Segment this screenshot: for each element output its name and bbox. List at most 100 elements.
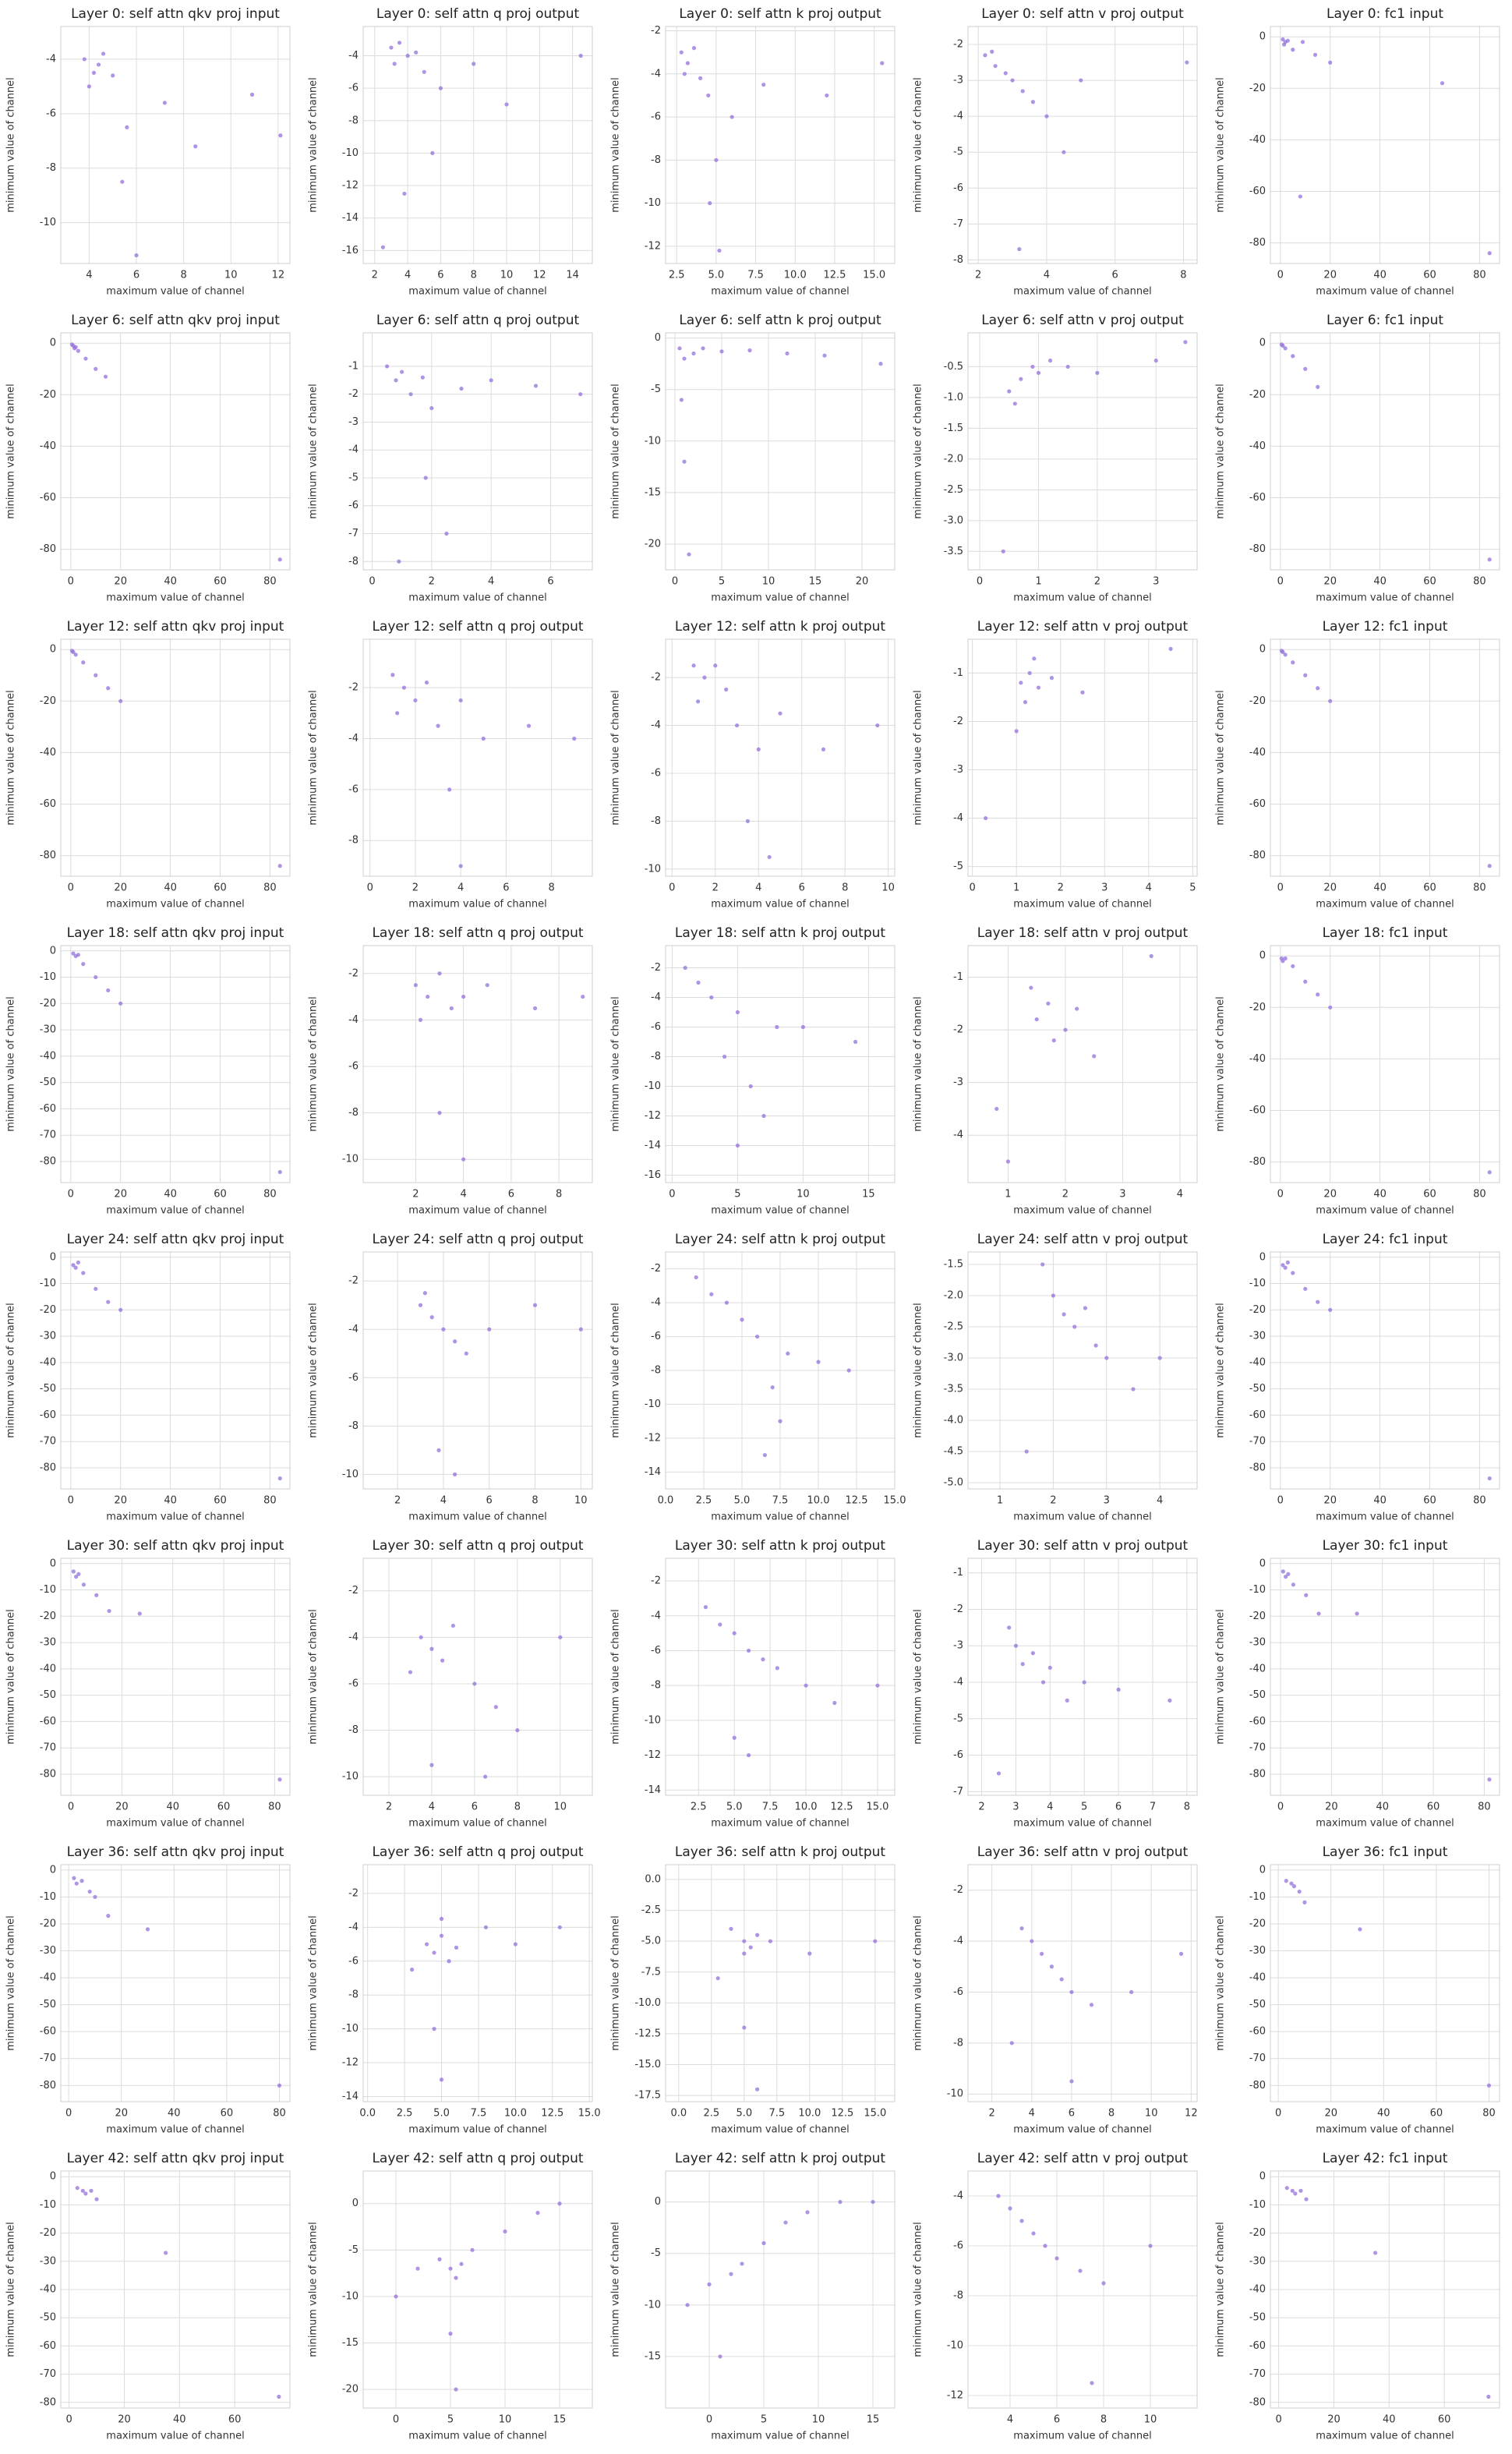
x-tick-label: 0	[1277, 270, 1284, 281]
plot-frame	[665, 945, 896, 1183]
scatter-point	[432, 2027, 436, 2031]
scatter-point	[816, 1360, 821, 1364]
scatter-point	[436, 1448, 441, 1452]
x-tick-label: 2	[386, 1802, 392, 1813]
x-tick-label: 40	[1373, 576, 1387, 588]
chart-title: Layer 6: self attn qkv proj input	[71, 313, 280, 328]
plot-frame	[665, 332, 896, 571]
plot-frame	[665, 1864, 896, 2102]
scatter-point	[440, 1658, 445, 1663]
scatter-point	[447, 787, 452, 792]
x-tick-label: 7.5	[768, 2108, 785, 2120]
scatter-point	[1012, 401, 1017, 406]
scatter-point	[807, 1951, 812, 1956]
x-tick-label: 2	[1050, 1495, 1056, 1507]
y-tick-label: -10	[645, 197, 661, 209]
x-tick-label: 20	[1323, 1495, 1337, 1507]
scatter-point	[73, 1265, 78, 1270]
scatter-point	[1168, 646, 1173, 652]
scatter-point	[783, 2220, 788, 2225]
scatter-point	[1051, 1293, 1055, 1298]
scatter-point	[470, 2247, 475, 2252]
y-axis-label: minimum value of channel	[610, 2222, 622, 2357]
x-tick-label: 5	[719, 576, 725, 588]
x-tick-label: 15.0	[863, 270, 885, 281]
y-tick-label: -8	[651, 815, 661, 827]
x-tick-label: 20	[1323, 576, 1337, 588]
scatter-point	[742, 2025, 747, 2030]
scatter-point	[1316, 992, 1320, 997]
y-tick-label: 0	[50, 1558, 56, 1569]
scatter-point	[1049, 1964, 1054, 1969]
y-axis-label: minimum value of channel	[610, 1915, 622, 2051]
plot-frame	[1270, 638, 1500, 877]
scatter-point	[1030, 1651, 1035, 1656]
x-tick-label: 3	[1119, 1189, 1125, 1200]
scatter-point	[846, 1368, 851, 1373]
y-axis-label: minimum value of channel	[913, 996, 924, 1132]
y-tick-label: -70	[1249, 2368, 1266, 2380]
y-tick-label: -2.5	[641, 1904, 661, 1916]
x-tick-label: 7.5	[762, 1802, 779, 1813]
scatter-point	[715, 1976, 720, 1981]
scatter-point	[1043, 2244, 1047, 2248]
scatter-point	[1005, 1159, 1011, 1164]
y-tick-label: -30	[40, 1637, 56, 1649]
scatter-point	[1104, 1356, 1109, 1360]
scatter-point	[75, 2186, 79, 2191]
y-axis-label: minimum value of channel	[5, 1303, 17, 1438]
y-tick-label: -3	[953, 75, 963, 87]
x-tick-label: 20	[856, 576, 869, 588]
scatter-point	[72, 1876, 76, 1880]
y-axis-label: minimum value of channel	[5, 1609, 17, 1745]
plot-frame	[967, 638, 1198, 877]
scatter-point	[414, 50, 419, 55]
y-tick-label: -10	[1249, 1891, 1266, 1903]
scatter-point	[487, 1327, 492, 1331]
scatter-point	[513, 1942, 518, 1947]
y-tick-label: -20	[40, 1918, 56, 1930]
y-tick-label: -20	[645, 538, 661, 550]
x-axis-label: maximum value of channel	[711, 899, 849, 911]
x-axis-label: maximum value of channel	[711, 1818, 849, 1830]
plot-frame	[967, 945, 1198, 1183]
scatter-point	[717, 248, 722, 253]
scatter-point	[1072, 1324, 1077, 1329]
scatter-point	[1047, 358, 1053, 363]
x-tick-label: 3	[1153, 576, 1159, 588]
y-tick-label: -40	[1249, 1663, 1266, 1674]
x-tick-label: 15.0	[578, 2108, 601, 2120]
y-tick-label: -20	[40, 389, 56, 401]
scatter-point	[1030, 364, 1035, 370]
y-tick-label: -20	[1249, 1918, 1266, 1930]
y-tick-label: -4	[651, 1297, 661, 1309]
x-tick-label: 10	[812, 2414, 825, 2426]
x-axis-label: maximum value of channel	[1316, 2124, 1454, 2136]
x-tick-label: 8	[514, 1802, 521, 1813]
scatter-point	[702, 675, 707, 680]
y-tick-label: -3.5	[944, 546, 963, 557]
scatter-point	[709, 995, 714, 1000]
x-tick-label: 80	[268, 1802, 281, 1813]
scatter-point	[1040, 1680, 1046, 1685]
x-tick-label: 0	[68, 1189, 74, 1200]
x-tick-label: 40	[164, 882, 177, 894]
x-tick-label: 20	[1323, 270, 1337, 281]
scatter-point	[429, 405, 434, 411]
x-tick-label: 10.0	[784, 270, 807, 281]
scatter-point	[409, 1968, 415, 1972]
x-tick-label: 15.0	[864, 2108, 886, 2120]
y-tick-label: -20	[1249, 389, 1266, 401]
scatter-point	[729, 1926, 733, 1931]
x-tick-label: 5.0	[726, 1802, 743, 1813]
x-tick-label: 7.5	[747, 270, 764, 281]
x-tick-label: 1	[1005, 1189, 1011, 1200]
chart-title: Layer 12: self attn q proj output	[372, 619, 583, 635]
x-tick-label: 80	[263, 1189, 277, 1200]
scatter-point	[94, 1593, 99, 1597]
x-tick-label: 15	[862, 1189, 875, 1200]
scatter-point	[785, 351, 790, 356]
x-tick-label: 8	[1100, 2414, 1107, 2426]
x-tick-label: 60	[1423, 882, 1436, 894]
